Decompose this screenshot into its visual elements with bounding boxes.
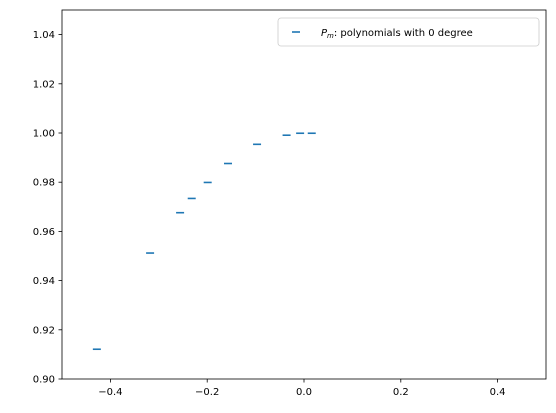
data-marks	[92, 132, 316, 351]
legend-entry: Pm: polynomials with 0 degree	[321, 28, 473, 40]
y-tick-label: 0.92	[33, 325, 55, 336]
legend-label: : polynomials with 0 degree	[334, 28, 473, 39]
plot-area	[62, 10, 546, 379]
legend-subscript: m	[327, 32, 334, 40]
y-tick-label: 1.04	[33, 30, 55, 41]
x-tick-label: 0.2	[393, 387, 409, 398]
y-tick-label: 0.90	[33, 375, 55, 386]
legend: Pm: polynomials with 0 degree	[277, 17, 540, 47]
axes-background	[62, 10, 546, 379]
legend-symbol: P	[321, 28, 328, 39]
y-tick-label: 0.96	[33, 227, 55, 238]
x-tick-label: 0.0	[296, 387, 312, 398]
x-axis: −0.4 −0.2 0.0 0.2 0.4	[98, 379, 506, 398]
y-tick-label: 0.98	[33, 178, 55, 189]
y-tick-label: 1.02	[33, 79, 55, 90]
x-tick-label: −0.2	[195, 387, 219, 398]
y-tick-label: 0.94	[33, 276, 55, 287]
y-axis: 0.90 0.92 0.94 0.96 0.98 1.00 1.02 1.04	[33, 30, 62, 386]
legend-box	[277, 17, 540, 47]
axes-frame	[61, 9, 547, 380]
x-tick-label: −0.4	[98, 387, 122, 398]
x-tick-label: 0.4	[490, 387, 506, 398]
y-tick-label: 1.00	[33, 129, 55, 140]
